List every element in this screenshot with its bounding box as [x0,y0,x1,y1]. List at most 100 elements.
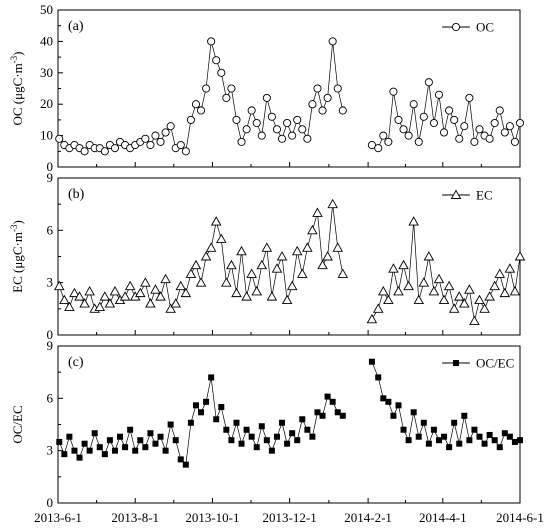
data-point [279,419,286,426]
y-axis-label-main: EC (μgC·m [10,232,25,293]
data-point [379,131,388,140]
data-point [314,409,321,416]
data-point [273,433,280,440]
series-segment [205,377,212,402]
data-point [281,294,293,305]
x-tick-label: 2013-10-1 [185,510,239,525]
data-point [291,245,303,256]
series-segment [377,377,384,399]
y-axis-label: OC (μgC·m-3) [9,51,25,125]
data-point [157,433,164,440]
data-point [216,233,227,244]
series-segment [469,289,475,322]
data-point [408,216,419,226]
data-point [318,106,327,115]
data-point [185,268,197,278]
data-point [375,374,382,381]
series-segment [418,116,425,142]
series-segment [175,440,182,460]
data-point [217,68,226,77]
series-segment [220,406,227,430]
data-point [319,412,326,419]
data-point [66,433,73,440]
series-segment [185,119,192,152]
data-point [309,433,316,440]
data-point [479,303,490,313]
data-point [100,147,109,156]
data-point [338,106,347,115]
data-point [191,100,201,109]
legend-label: OC/EC [476,356,514,371]
data-point [80,147,89,156]
data-point [307,224,318,235]
data-point [410,409,417,416]
data-point [393,285,404,296]
data-point [142,444,149,451]
data-point [470,137,479,146]
y-axis-label-close: ) [10,220,25,224]
y-tick-label: 6 [47,390,54,405]
data-point [323,93,332,102]
panel-label: (b) [68,187,85,202]
data-point [71,447,78,454]
series-segment [514,256,521,292]
data-point [218,404,225,411]
data-point [59,294,70,305]
series-segment [241,251,247,297]
series-segment [332,41,339,89]
series-segment [388,268,394,301]
data-point [74,291,85,301]
data-point [61,451,68,458]
series-segment [463,97,470,127]
data-point [162,447,169,454]
data-point [127,426,134,433]
data-point [96,444,103,451]
data-point [441,433,448,440]
data-point [430,426,437,433]
data-point [137,437,144,444]
y-tick-label: 9 [47,338,54,353]
data-point [284,440,291,447]
data-point [304,426,311,433]
data-point [409,100,418,109]
data-point [404,131,413,140]
y-axis-label-exponent: -3 [9,55,19,63]
data-point [145,298,156,308]
data-point [299,416,306,423]
data-point [155,291,166,301]
data-point [405,437,412,444]
series-segment [332,204,339,248]
data-point [456,440,463,447]
data-point [151,131,160,140]
data-point [233,419,240,426]
series-segment [261,97,268,136]
data-point [337,268,349,278]
data-point [156,137,165,146]
data-point [221,277,232,287]
legend-label: OC [476,20,494,35]
data-point [509,285,521,296]
data-point [466,437,473,444]
series-segment [398,405,404,430]
data-point [413,294,425,305]
data-point [474,294,485,305]
data-point [176,140,185,150]
data-point [141,134,150,143]
data-point [132,447,139,454]
data-point [104,298,116,308]
data-point [383,294,394,305]
data-point [500,128,509,137]
y-tick-label: 10 [40,128,53,143]
data-point [64,301,75,312]
data-point [79,298,90,308]
series-segment [337,247,344,275]
data-point [471,426,478,433]
series-segment [301,247,308,275]
data-point [152,440,159,447]
data-point [366,313,378,324]
data-point [117,433,124,440]
data-point [418,277,430,287]
series-segment [236,251,242,294]
data-point [94,301,106,312]
data-point [272,125,282,134]
